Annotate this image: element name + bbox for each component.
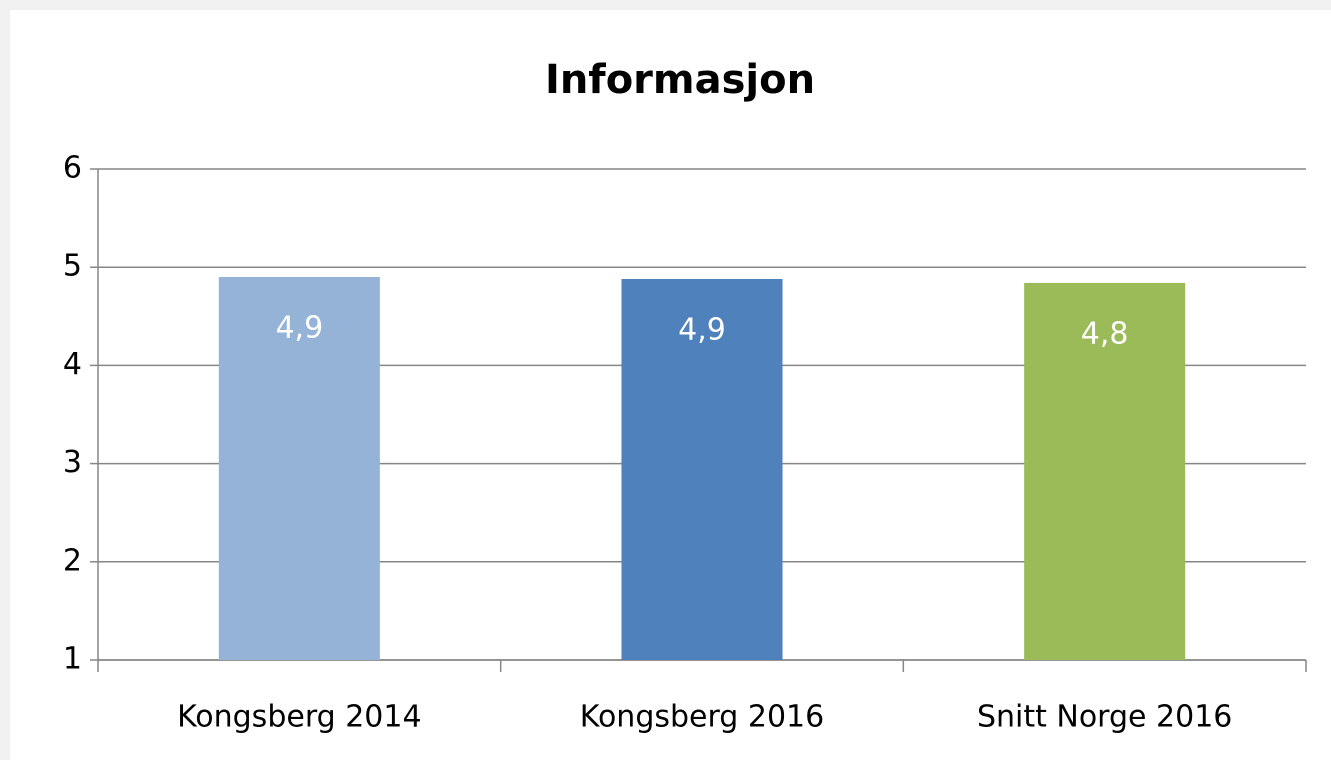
x-tick-label: Kongsberg 2016 [580, 700, 824, 735]
y-tick-label: 1 [63, 642, 82, 677]
y-tick-label: 3 [63, 445, 82, 480]
y-tick-label: 2 [63, 543, 82, 578]
bar [1024, 282, 1186, 660]
x-tick-label: Snitt Norge 2016 [977, 700, 1232, 735]
value-label: 4,9 [678, 312, 726, 347]
x-tick-label: Kongsberg 2014 [177, 700, 421, 735]
y-tick-label: 4 [63, 347, 82, 382]
y-tick-label: 6 [63, 151, 82, 186]
value-label: 4,8 [1081, 316, 1129, 351]
bar [218, 277, 380, 660]
value-label: 4,9 [275, 311, 323, 346]
chart-title: Informasjon [545, 57, 815, 103]
y-tick-label: 5 [63, 249, 82, 284]
bar [621, 278, 783, 660]
